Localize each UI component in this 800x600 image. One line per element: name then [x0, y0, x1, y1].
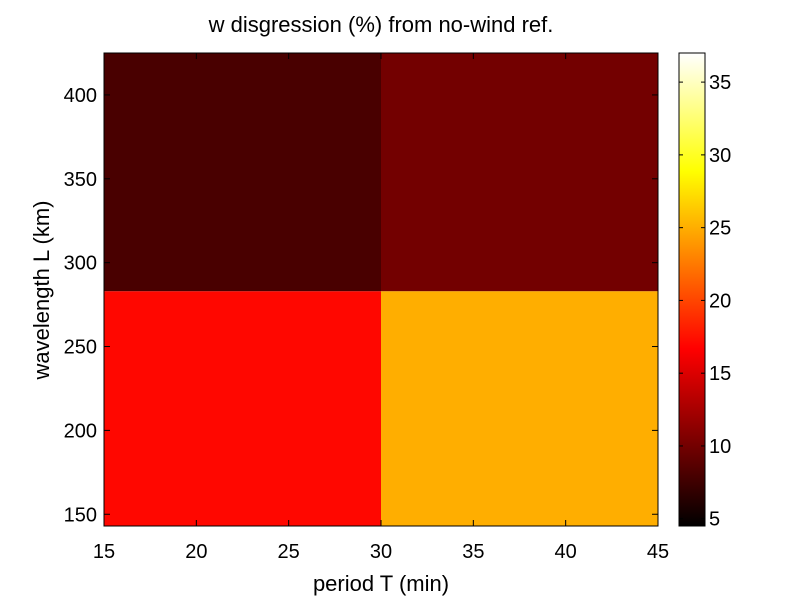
x-tick-label: 40 — [555, 541, 577, 563]
colorbar — [678, 52, 706, 527]
y-tick-label: 250 — [64, 337, 97, 359]
heatmap-cell — [104, 291, 381, 526]
colorbar-tick-label: 20 — [709, 290, 731, 312]
heatmap-cell — [104, 53, 381, 292]
y-tick-label: 350 — [64, 169, 97, 191]
colorbar-ticks: 5 10 15 20 25 30 35 — [679, 72, 731, 531]
x-tick-label: 35 — [462, 541, 484, 563]
y-axis-ticks: 150 200 250 300 350 400 — [64, 85, 658, 526]
y-axis-label: wavelength L (km) — [29, 201, 54, 381]
colorbar-tick-label: 15 — [709, 363, 731, 385]
colorbar-tick-label: 5 — [709, 509, 720, 531]
colorbar-tick-label: 35 — [709, 72, 731, 94]
x-tick-label: 20 — [185, 541, 207, 563]
x-axis-label: period T (min) — [313, 571, 449, 596]
x-tick-label: 45 — [647, 541, 669, 563]
y-tick-label: 300 — [64, 253, 97, 275]
heatmap-cell — [381, 53, 658, 292]
plot-area — [103, 52, 659, 527]
y-tick-label: 200 — [64, 420, 97, 442]
x-tick-label: 25 — [278, 541, 300, 563]
x-axis-ticks: 15 20 25 30 35 40 45 — [93, 53, 669, 563]
y-tick-label: 150 — [64, 504, 97, 526]
chart-title: w disgression (%) from no-wind ref. — [208, 12, 554, 37]
colorbar-tick-label: 10 — [709, 436, 731, 458]
heatmap-cell — [381, 291, 658, 526]
colorbar-tick-label: 30 — [709, 145, 731, 167]
y-tick-label: 400 — [64, 85, 97, 107]
colorbar-tick-label: 25 — [709, 218, 731, 240]
x-tick-label: 30 — [370, 541, 392, 563]
x-tick-label: 15 — [93, 541, 115, 563]
